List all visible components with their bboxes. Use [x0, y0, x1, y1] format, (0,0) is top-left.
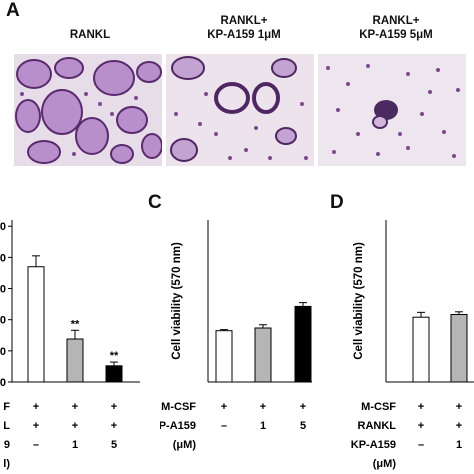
chart-d-row-2-value-1: 1: [456, 439, 462, 451]
chart-b: 0 0 0 0 0 0 ** ** F + + + L + + +9 – 1 5 l): [0, 220, 140, 470]
chart-b-tick-label-3: 0: [0, 284, 6, 296]
chart-b-row-2-value-0: –: [33, 439, 39, 451]
chart-c-row-1-value-0: –: [221, 420, 227, 432]
caption-kp5-line1: RANKL+: [372, 15, 420, 27]
micrograph-rankl: [14, 54, 162, 166]
panel-d-letter: D: [330, 192, 344, 213]
chart-d-row-label-3: (μM): [373, 458, 397, 470]
chart-c-row-1-value-1: 1: [260, 420, 266, 432]
chart-b-row-0-value-2: +: [111, 401, 117, 413]
chart-b-row-label-0: F: [3, 401, 10, 413]
micrograph-kp-1um: [166, 54, 314, 166]
panel-a-letter: A: [6, 0, 20, 21]
chart-d: Cell viability (570 nm) M-CSF + + RANKL + + KP…: [351, 220, 474, 470]
chart-c-row-0-value-2: +: [300, 401, 306, 413]
chart-c-ylabel: Cell viability (570 nm): [171, 242, 183, 360]
chart-b-row-0-value-1: +: [72, 401, 78, 413]
chart-d-row-0-value-0: +: [418, 401, 424, 413]
chart-b-tick-label-0: 0: [0, 377, 6, 389]
chart-c-row-0-value-0: +: [221, 401, 227, 413]
chart-c-bar-1: [254, 327, 272, 383]
chart-b-row-0-value-0: +: [33, 401, 39, 413]
chart-b-row-1-value-0: +: [33, 420, 39, 432]
chart-b-bar-1: [66, 338, 84, 383]
chart-d-row-1-value-1: +: [456, 420, 462, 432]
chart-d-row-label-2: KP-A159: [351, 439, 396, 451]
chart-d-row-label-1: RANKL: [358, 420, 397, 432]
chart-b-significance-1: **: [71, 318, 80, 330]
chart-b-row-1-value-2: +: [111, 420, 117, 432]
chart-c-bar-0: [215, 330, 233, 383]
chart-c-row-label-2: (μM): [173, 439, 197, 451]
micrograph-kp-5um: [318, 54, 466, 166]
chart-b-row-label-2: 9: [4, 439, 10, 451]
chart-b-row-1-value-1: +: [72, 420, 78, 432]
chart-b-row-2-value-2: 5: [111, 439, 117, 451]
caption-kp1-line1: RANKL+: [220, 15, 268, 27]
chart-b-tick-label-2: 0: [0, 315, 6, 327]
chart-d-bar-1: [450, 314, 468, 383]
chart-d-ylabel: Cell viability (570 nm): [353, 242, 365, 360]
chart-c: Cell viability (570 nm) M-CSF + + + KP-A159 –…: [160, 220, 312, 451]
chart-d-row-0-value-1: +: [456, 401, 462, 413]
caption-kp1: RANKL+ KP-A159 1μM: [174, 14, 314, 42]
chart-b-bar-2: [105, 365, 123, 383]
chart-b-row-label-1: L: [3, 420, 10, 432]
chart-b-tick-label-1: 0: [0, 346, 6, 358]
chart-b-tick-label-5: 0: [0, 221, 6, 233]
caption-rankl: RANKL: [40, 28, 140, 42]
caption-kp5-line2: KP-A159 5μM: [359, 29, 433, 41]
chart-c-bar-2: [294, 305, 312, 383]
chart-c-row-label-0: M-CSF: [161, 401, 196, 413]
caption-rankl-line1: RANKL: [69, 29, 111, 41]
chart-b-row-label-3: l): [3, 458, 10, 470]
panel-c-letter: C: [148, 192, 162, 213]
chart-d-bar-0: [412, 316, 430, 383]
chart-b-row-2-value-1: 1: [72, 439, 78, 451]
chart-b-significance-2: **: [110, 350, 119, 362]
chart-c-row-1-value-2: 5: [300, 420, 306, 432]
caption-kp5: RANKL+ KP-A159 5μM: [326, 14, 466, 42]
chart-c-row-label-1: KP-A159: [160, 420, 196, 432]
chart-c-row-0-value-1: +: [260, 401, 266, 413]
caption-kp1-line2: KP-A159 1μM: [207, 29, 281, 41]
chart-b-tick-label-4: 0: [0, 252, 6, 264]
chart-d-row-1-value-0: +: [418, 420, 424, 432]
chart-d-row-label-0: M-CSF: [361, 401, 396, 413]
chart-b-bar-0: [27, 266, 45, 383]
chart-d-row-2-value-0: –: [418, 439, 424, 451]
